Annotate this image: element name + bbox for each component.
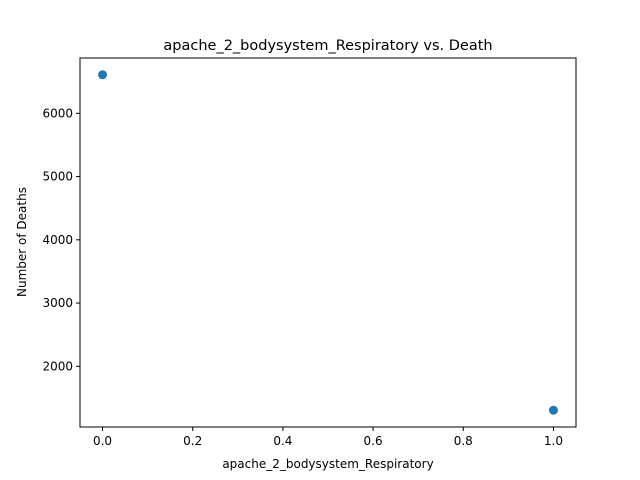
data-point xyxy=(98,70,108,80)
y-axis-ticks: 2000 3000 4000 5000 6000 xyxy=(42,106,80,373)
y-tick-label: 2000 xyxy=(42,359,73,373)
plot-area xyxy=(79,57,577,428)
x-tick-label: 0.4 xyxy=(273,434,292,448)
y-tick-label: 3000 xyxy=(42,296,73,310)
x-axis-ticks: 0.0 0.2 0.4 0.6 0.8 1.0 xyxy=(93,427,563,448)
x-axis-label: apache_2_bodysystem_Respiratory xyxy=(222,457,433,471)
x-tick-label: 0.2 xyxy=(183,434,202,448)
x-tick-label: 1.0 xyxy=(544,434,563,448)
y-tick-label: 5000 xyxy=(42,170,73,184)
y-axis-label: Number of Deaths xyxy=(15,187,29,297)
data-points xyxy=(98,70,558,415)
chart-title: apache_2_bodysystem_Respiratory vs. Deat… xyxy=(163,38,492,54)
x-tick-label: 0.6 xyxy=(364,434,383,448)
x-tick-label: 0.0 xyxy=(93,434,112,448)
y-tick-label: 4000 xyxy=(42,233,73,247)
data-point xyxy=(548,405,558,415)
y-tick-label: 6000 xyxy=(42,106,73,120)
x-tick-label: 0.8 xyxy=(454,434,473,448)
